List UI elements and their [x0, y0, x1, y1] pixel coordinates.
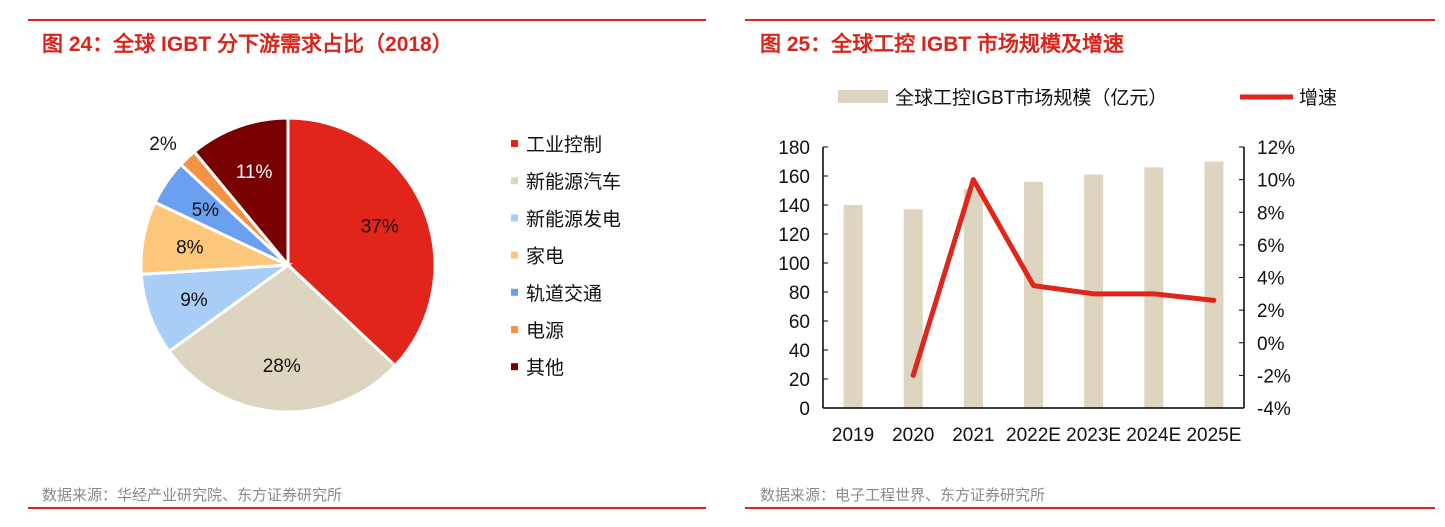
- top-rule: [28, 19, 706, 21]
- bar: [903, 209, 923, 408]
- pie-slice: [166, 263, 398, 414]
- legend-label: 工业控制: [526, 134, 602, 156]
- bar: [1024, 181, 1043, 408]
- y2-tick-label: 8%: [1257, 203, 1285, 224]
- bottom-rule: [745, 507, 1435, 509]
- pie-chart: 37% 28% 9% 8% 5% 2% 11% 工业控制新能源汽车新能源发电家电轨道交通电源其…: [139, 116, 621, 414]
- y2-tick-label: 6%: [1257, 236, 1285, 257]
- right-figure: 图 25：全球工控 IGBT 市场规模及增速 数据来源：电子工程世界、东方证券研…: [725, 0, 1445, 527]
- legend-label: 新能源发电: [526, 208, 621, 230]
- y-tick-label: 60: [789, 312, 810, 333]
- data-label: 5%: [192, 200, 220, 221]
- data-label: 8%: [176, 237, 204, 258]
- x-tick-label: 2023E: [1066, 425, 1121, 446]
- legend-swatch: [511, 363, 518, 371]
- pie-slice: [192, 116, 290, 270]
- legend-label: 轨道交通: [526, 283, 602, 305]
- source-note: 数据来源：华经产业研究院、东方证券研究所: [42, 487, 343, 504]
- legend-label: 其他: [526, 357, 564, 379]
- bar: [963, 189, 983, 408]
- y-tick-label: 180: [778, 138, 810, 159]
- legend-swatch: [511, 251, 518, 259]
- data-label: 9%: [180, 290, 208, 311]
- source-note: 数据来源：电子工程世界、东方证券研究所: [760, 487, 1046, 504]
- y2-tick-label: 4%: [1257, 269, 1285, 290]
- data-label: 11%: [236, 162, 273, 183]
- left-figure: 图 24：全球 IGBT 分下游需求占比（2018） 37% 28% 9% 8% 5% 2…: [0, 0, 720, 527]
- growth-line: [910, 177, 1217, 378]
- y-tick-label: 0: [799, 399, 810, 420]
- y-tick-label: 120: [778, 225, 810, 246]
- data-label: 28%: [263, 356, 301, 377]
- bar: [1084, 174, 1104, 408]
- y-tick-label: 80: [789, 283, 810, 304]
- y-tick-label: 160: [778, 167, 810, 188]
- bar: [843, 205, 863, 408]
- legend-label: 增速: [1299, 87, 1337, 109]
- y2-tick-label: 2%: [1257, 301, 1285, 322]
- y2-tick-label: 12%: [1257, 138, 1295, 159]
- legend-swatch-bar: [838, 90, 888, 103]
- bar-line-chart: 全球工控IGBT市场规模（亿元） 增速 0 20 40 60 80 100 120 140 160 1…: [778, 87, 1337, 446]
- y-tick-label: 100: [778, 254, 810, 275]
- y2-tick-label: 0%: [1257, 334, 1285, 355]
- legend-swatch: [511, 177, 518, 185]
- legend-swatch: [511, 326, 518, 333]
- legend-swatch: [511, 140, 518, 147]
- x-tick-label: 2019: [832, 425, 874, 446]
- top-rule: [745, 19, 1435, 21]
- y2-tick-label: -2%: [1257, 366, 1291, 387]
- x-tick-label: 2022E: [1006, 425, 1061, 446]
- data-label: 2%: [149, 134, 177, 155]
- legend-label: 电源: [526, 320, 564, 342]
- pie-slice: [139, 263, 294, 354]
- bar: [1204, 161, 1224, 408]
- bottom-rule: [28, 507, 706, 509]
- x-tick-label: 2024E: [1126, 425, 1181, 446]
- data-label: 37%: [361, 216, 399, 237]
- y2-tick-label: -4%: [1257, 399, 1291, 420]
- legend-swatch: [511, 288, 518, 296]
- legend-label: 新能源汽车: [526, 171, 621, 193]
- y-tick-label: 140: [778, 196, 810, 217]
- y2-tick-label: 10%: [1257, 171, 1295, 192]
- x-tick-label: 2021: [952, 425, 994, 446]
- bar: [1144, 167, 1164, 408]
- y-tick-label: 40: [789, 341, 810, 362]
- legend-swatch: [511, 214, 518, 222]
- x-tick-label: 2025E: [1186, 425, 1241, 446]
- y-tick-label: 20: [789, 370, 810, 391]
- legend-label: 家电: [526, 246, 564, 268]
- legend-label: 全球工控IGBT市场规模（亿元）: [895, 87, 1167, 109]
- pie-slice: [286, 116, 437, 368]
- figure-title: 图 24：全球 IGBT 分下游需求占比（2018）: [42, 33, 453, 56]
- figure-title: 图 25：全球工控 IGBT 市场规模及增速: [760, 33, 1125, 56]
- x-tick-label: 2020: [892, 425, 934, 446]
